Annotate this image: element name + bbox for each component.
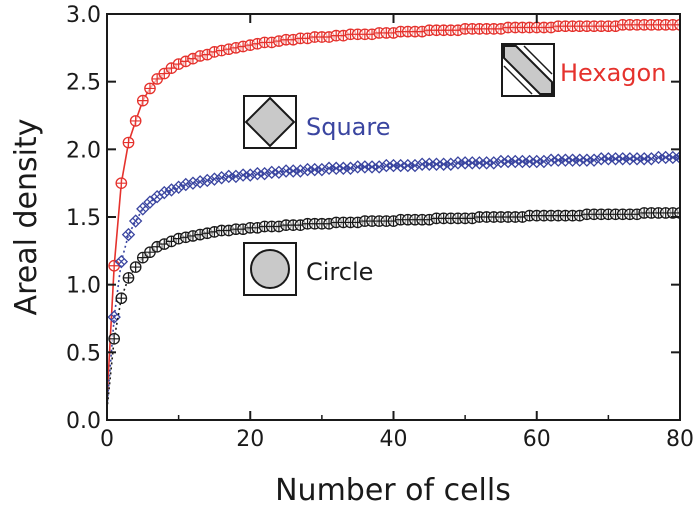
data-point-circle: [129, 261, 142, 273]
series-square: [107, 150, 680, 407]
x-tick-label: 20: [236, 427, 264, 452]
data-point-square: [114, 254, 129, 269]
x-tick-label: 0: [100, 427, 114, 452]
data-point-square: [472, 156, 487, 170]
legend-label-circle: Circle: [306, 258, 373, 286]
data-point-circle: [115, 292, 128, 305]
y-tick-label: 2.5: [66, 71, 101, 96]
data-point-hexagon: [136, 94, 149, 107]
y-axis-title: Areal density: [9, 119, 44, 316]
series-line-circle: [107, 212, 680, 410]
square-cell-icon: [243, 95, 297, 149]
data-point-hexagon: [144, 82, 156, 95]
legend-label-hexagon: Hexagon: [560, 59, 666, 87]
data-point-square: [358, 160, 372, 174]
data-point-square: [136, 202, 150, 216]
x-tick-label: 40: [380, 427, 408, 452]
data-point-square: [522, 154, 537, 169]
data-point-square: [601, 152, 616, 166]
data-point-square: [107, 310, 121, 324]
data-point-square: [422, 157, 437, 171]
x-tick-label: 60: [523, 427, 551, 452]
y-tick-label: 1.5: [66, 206, 101, 231]
data-point-square: [307, 162, 322, 177]
data-point-square: [121, 227, 136, 242]
legend-item-hexagon: Hexagon: [501, 43, 666, 97]
legend-item-circle: Circle: [243, 242, 373, 296]
data-point-square: [128, 214, 143, 228]
data-point-hexagon: [129, 115, 142, 127]
data-point-circle: [108, 332, 121, 345]
data-point-hexagon: [108, 259, 121, 272]
circle-cell-icon: [243, 242, 297, 296]
series-hexagon: [107, 18, 680, 400]
x-axis-title: Number of cells: [275, 473, 511, 507]
legend-item-square: Square: [243, 95, 391, 149]
data-point-hexagon: [115, 177, 128, 190]
y-tick-label: 0.5: [66, 341, 101, 366]
x-tick-label: 80: [666, 427, 694, 452]
data-point-circle: [122, 272, 135, 284]
data-point-hexagon: [122, 136, 135, 149]
series-circle: [107, 207, 680, 410]
data-point-square: [143, 195, 157, 209]
y-tick-label: 3.0: [66, 3, 101, 28]
y-tick-label: 2.0: [66, 138, 101, 163]
data-point-square: [673, 150, 680, 165]
hexagon-cell-icon: [501, 43, 555, 97]
series-line-square: [107, 156, 680, 407]
data-point-square: [637, 152, 651, 166]
y-tick-label: 0.0: [66, 409, 101, 434]
y-tick-label: 1.0: [66, 274, 101, 299]
legend-label-square: Square: [306, 113, 391, 141]
